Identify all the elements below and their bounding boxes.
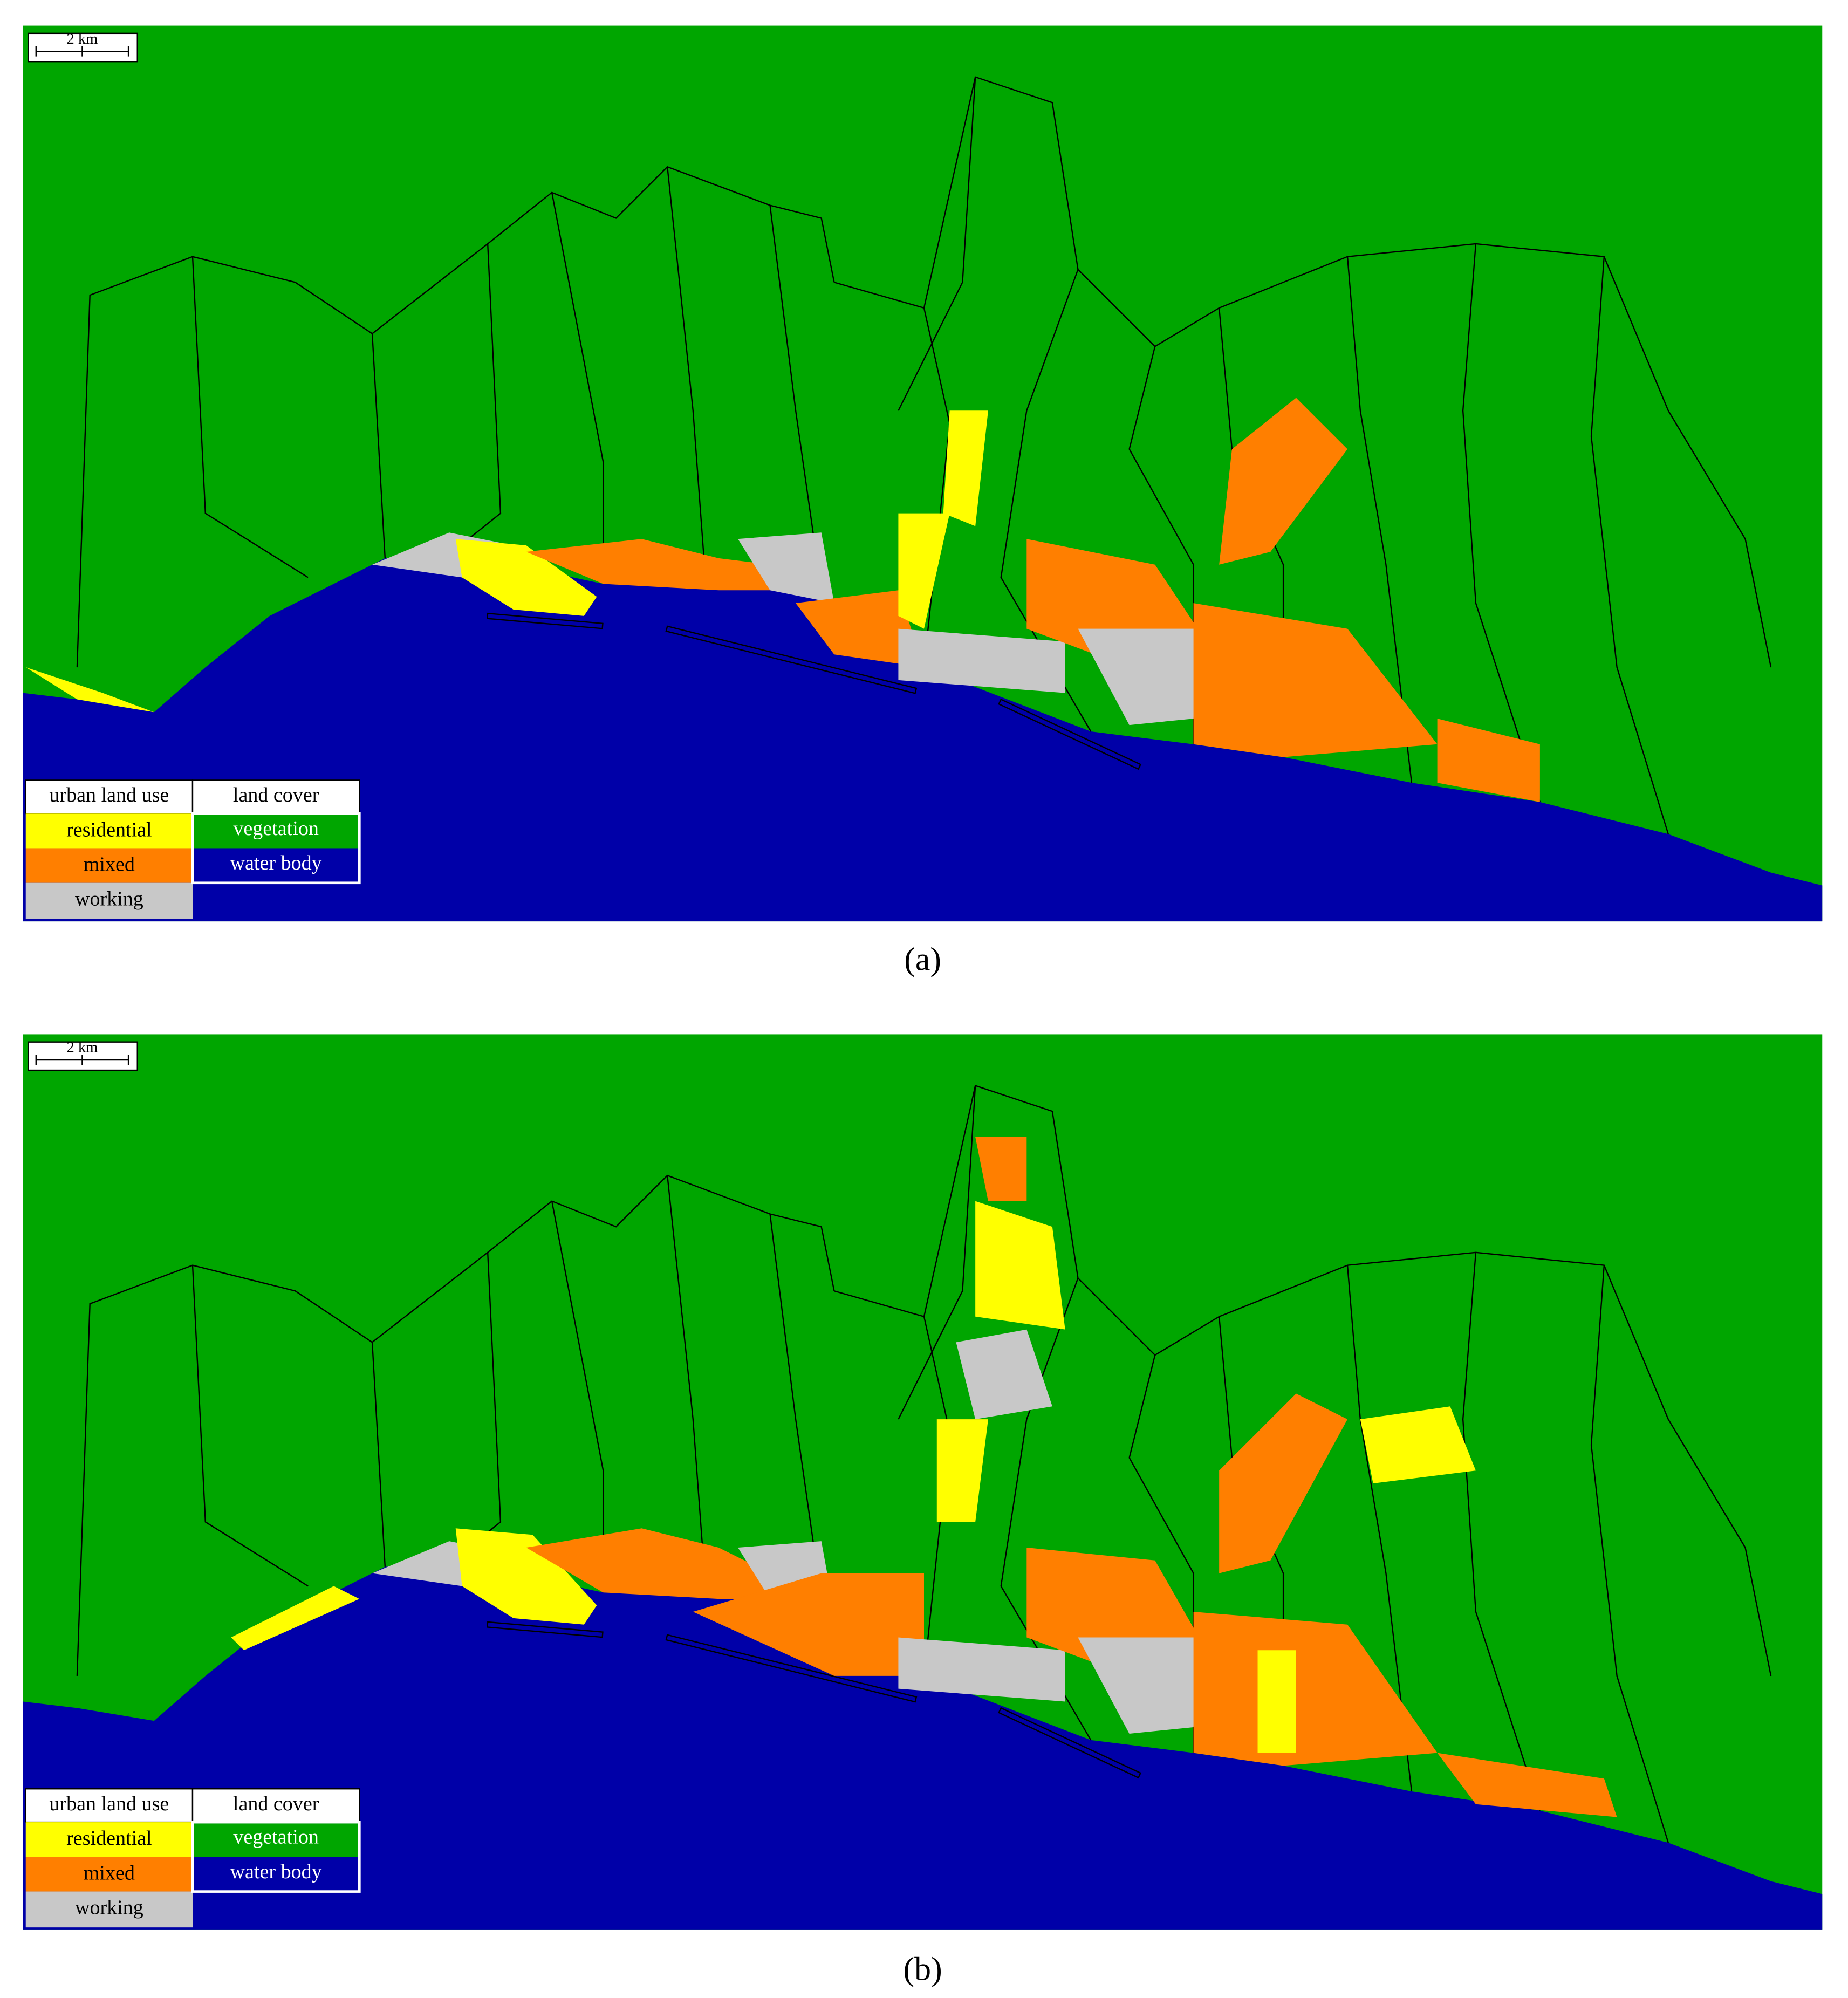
legend-item: water body <box>230 852 322 874</box>
map-b: 2 km urban land use residential mixed wo… <box>22 1034 1823 1931</box>
caption: (a) <box>904 941 941 977</box>
legend: urban land use residential mixed working… <box>25 1788 361 1928</box>
caption: (b) <box>904 1951 942 1988</box>
legend-item: mixed <box>84 853 135 876</box>
urban-overlay <box>25 398 1540 802</box>
legend-item: mixed <box>84 1862 135 1884</box>
legend-title: land cover <box>233 784 319 806</box>
legend-item: water body <box>230 1860 322 1883</box>
legend-item: residential <box>66 1827 152 1850</box>
legend-title: urban land use <box>49 784 169 806</box>
scale-label: 2 km <box>66 1039 98 1056</box>
urban-overlay <box>231 1137 1617 1817</box>
legend-item: vegetation <box>233 817 318 840</box>
legend-item: working <box>75 888 143 911</box>
legend-item: residential <box>66 818 152 841</box>
map-a: 2 km urban land use residential mixed wo… <box>22 25 1823 922</box>
legend-title: land cover <box>233 1792 319 1815</box>
legend-item: vegetation <box>233 1826 318 1849</box>
scale-label: 2 km <box>66 31 98 47</box>
legend-title: urban land use <box>49 1792 169 1815</box>
legend-item: working <box>75 1897 143 1919</box>
legend: urban land use residential mixed working… <box>25 779 361 919</box>
